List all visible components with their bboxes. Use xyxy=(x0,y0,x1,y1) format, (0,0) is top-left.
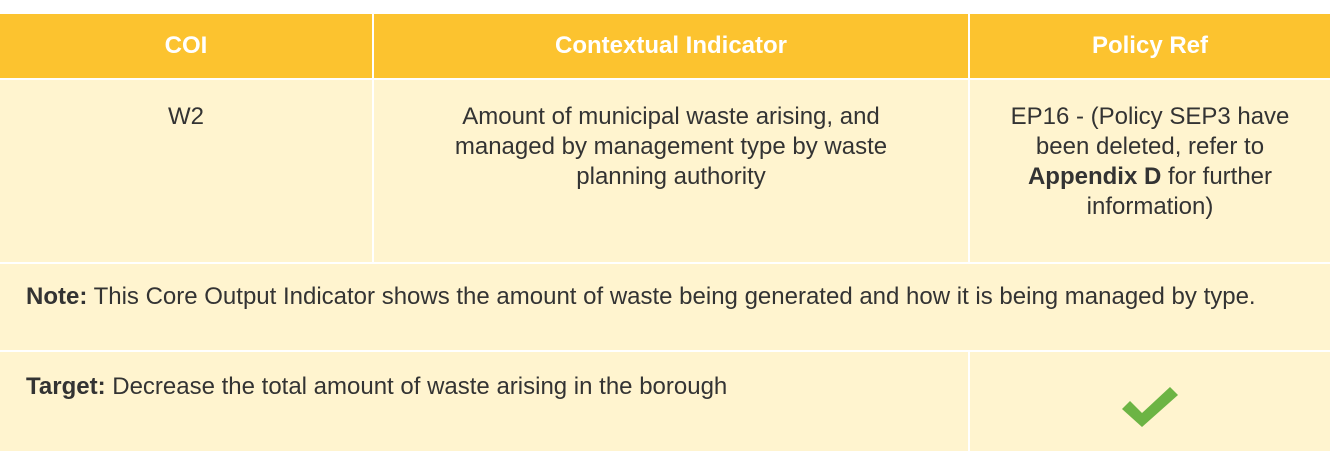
note-label: Note: xyxy=(26,283,88,310)
header-cell: COI xyxy=(0,14,372,78)
target-label: Target: xyxy=(26,373,106,400)
target-cell: Target: Decrease the total amount of was… xyxy=(0,352,968,451)
coi: W2 xyxy=(168,103,204,130)
note-text: This Core Output Indicator shows the amo… xyxy=(87,283,1256,310)
policy-text: EP16 - (Policy SEP3 have been deleted, r… xyxy=(1010,103,1290,160)
indicator: Amount of municipal waste arising, and m… xyxy=(454,103,888,190)
policy-text: for further information) xyxy=(1086,163,1273,220)
policy-cell: EP16 - (Policy SEP3 have been deleted, r… xyxy=(970,80,1330,262)
header-cell: Contextual Indicator xyxy=(374,14,968,78)
status-cell xyxy=(970,352,1330,451)
indicator-cell: Amount of municipal waste arising, and m… xyxy=(374,80,968,262)
check-mark xyxy=(1122,387,1178,427)
coi-cell: W2 xyxy=(0,80,372,262)
note-cell: Note: This Core Output Indicator shows t… xyxy=(0,264,1330,350)
target-text: Decrease the total amount of waste arisi… xyxy=(105,373,728,400)
header-cell: Policy Ref xyxy=(970,14,1330,78)
policy-link: Appendix D xyxy=(1027,163,1162,190)
check-icon xyxy=(1122,387,1178,427)
